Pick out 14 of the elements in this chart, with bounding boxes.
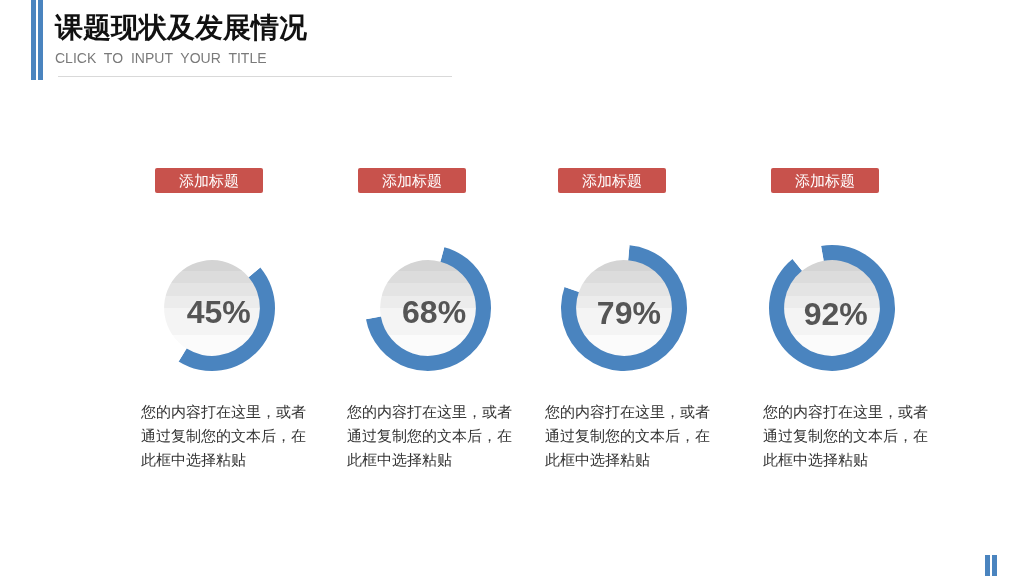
text: 您的内容打在这里，或者通过复制您的文本后，在此框中选择粘贴 <box>347 402 513 470</box>
text: 课题现状及发展情况 <box>55 11 307 45</box>
text: 您的内容打在这里，或者通过复制您的文本后，在此框中选择粘贴 <box>763 402 929 470</box>
data-label: 79% <box>596 295 661 332</box>
text: 您的内容打在这里，或者通过复制您的文本后，在此框中选择粘贴 <box>141 402 307 470</box>
text: 您的内容打在这里，或者通过复制您的文本后，在此框中选择粘贴 <box>545 402 711 470</box>
data-label: 45% <box>186 293 251 330</box>
data-label: 92% <box>803 296 868 333</box>
data-label: 68% <box>402 294 467 331</box>
text: CLICK TO INPUT YOUR TITLE <box>55 49 267 67</box>
chart-title: 添加标题 <box>155 168 263 193</box>
chart-title: 添加标题 <box>558 168 666 193</box>
chart-title: 添加标题 <box>358 168 466 193</box>
chart-title: 添加标题 <box>771 168 879 193</box>
